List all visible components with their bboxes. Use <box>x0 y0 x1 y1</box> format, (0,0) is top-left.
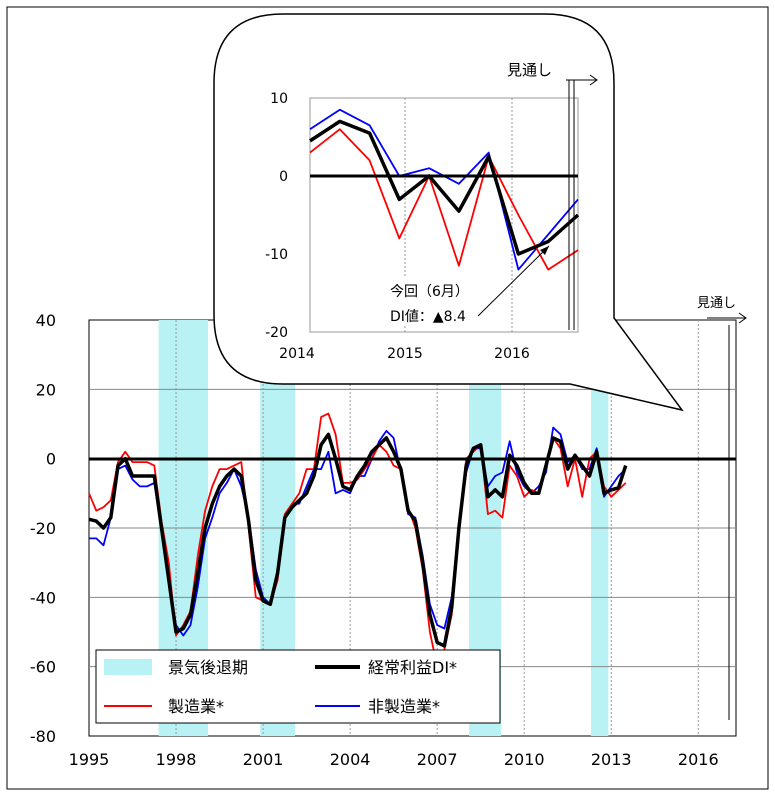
legend-label-nonmanufacturing: 非製造業* <box>368 697 440 716</box>
inset-x-tick-label: 2014 <box>279 346 315 362</box>
annotation-background <box>383 276 493 326</box>
main-y-tick-label: -80 <box>30 727 56 746</box>
main-x-tick-label: 2013 <box>591 750 632 769</box>
main-y-tick-label: -20 <box>30 519 56 538</box>
inset-forecast-label: 見通し <box>507 61 552 79</box>
legend: 景気後退期 経常利益DI* 製造業* 非製造業* <box>95 649 501 724</box>
main-series-total <box>88 432 628 648</box>
main-x-tick-label: 2001 <box>243 750 284 769</box>
main-x-tick-label: 1998 <box>156 750 197 769</box>
legend-label-manufacturing: 製造業* <box>168 697 224 716</box>
annotation-line1: 今回（6月） <box>390 284 469 300</box>
legend-swatch-recession <box>104 659 152 675</box>
main-x-tick-label: 2010 <box>504 750 545 769</box>
inset-x-tick-label: 2015 <box>387 346 423 362</box>
inset-y-tick-label: 10 <box>270 91 288 107</box>
inset-forecast-arrowhead <box>589 74 598 86</box>
inset-series-total <box>309 119 580 256</box>
main-x-tick-label: 1995 <box>69 750 110 769</box>
main-forecast-arrowhead <box>738 312 747 324</box>
main-y-tick-label: 20 <box>36 380 56 399</box>
legend-label-recession: 景気後退期 <box>168 658 248 677</box>
legend-label-total: 経常利益DI* <box>368 658 457 677</box>
inset-y-tick-label: -10 <box>265 247 288 263</box>
main-x-tick-label: 2004 <box>330 750 371 769</box>
main-x-tick-label: 2016 <box>678 750 719 769</box>
inset-series-manufacturing <box>309 128 579 271</box>
main-y-tick-label: 0 <box>46 450 56 469</box>
main-y-tick-label: -60 <box>30 658 56 677</box>
main-x-tick-label: 2007 <box>417 750 458 769</box>
inset-y-tick-label: 0 <box>279 169 288 185</box>
inset-x-tick-label: 2016 <box>494 346 530 362</box>
annotation-arrow <box>477 245 550 317</box>
inset-y-tick-label: -20 <box>265 325 288 341</box>
annotation-arrowhead <box>540 246 549 255</box>
annotation-line2: DI値：▲8.4 <box>390 309 466 325</box>
legend-box <box>95 649 501 724</box>
callout: 10 0 -10 -20 2014 2015 2016 見通し 今回（6月） DI値：▲8… <box>213 13 684 412</box>
main-y-tick-label: -40 <box>30 588 56 607</box>
main-y-tick-label: 40 <box>36 311 56 330</box>
main-forecast-label: 見通し <box>697 296 736 311</box>
